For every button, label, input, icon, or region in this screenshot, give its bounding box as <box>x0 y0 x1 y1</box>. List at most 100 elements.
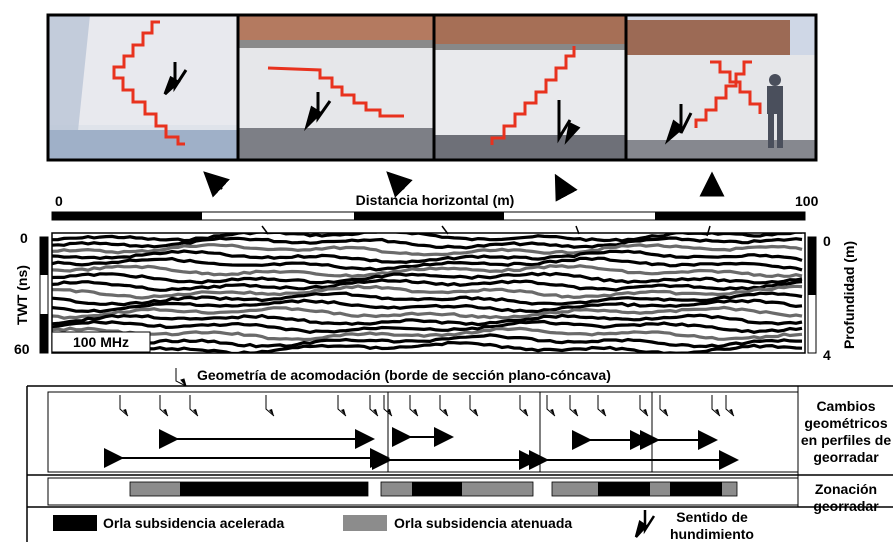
legend-accelerated-swatch <box>53 515 97 531</box>
radar-reflector <box>52 271 803 285</box>
geometry-change-icon-head <box>601 409 606 416</box>
crack-line-3 <box>490 46 576 145</box>
changes-label-line-4: georradar <box>813 449 879 465</box>
zonation-bars <box>129 481 738 497</box>
photo-1 <box>48 15 238 160</box>
legend-attenuated-swatch <box>343 515 387 531</box>
changes-label-line-1: Cambios <box>816 398 875 414</box>
legend-sense-line-1: Sentido de <box>676 509 748 525</box>
changes-label-line-2: geométricos <box>804 415 887 431</box>
geometry-change-icon <box>189 395 199 417</box>
geometry-change-icon-head <box>341 409 346 416</box>
geometry-change-icon <box>265 395 275 417</box>
geometry-change-icon-head <box>643 409 648 416</box>
geometry-change-icon <box>519 395 529 417</box>
geometry-change-icon-head <box>413 409 418 416</box>
distance-axis: Distancia horizontal (m) 0 100 <box>51 192 819 221</box>
geometry-change-icon-head <box>550 409 555 416</box>
geometry-change-icon-head <box>269 409 274 416</box>
geometry-change-icon-head <box>715 409 720 416</box>
downthrow-sense-icon <box>163 62 188 96</box>
geometry-change-icon <box>546 395 556 417</box>
geometry-change-icon <box>725 395 735 417</box>
geometry-symbol-icon <box>175 368 187 387</box>
zonation-label-line-2: georradar <box>813 498 879 514</box>
radar-reflector <box>52 256 803 272</box>
radar-reflector <box>52 326 803 342</box>
geometry-change-icon <box>659 395 669 417</box>
location-arrows <box>203 171 725 202</box>
photo-3 <box>434 15 626 160</box>
crack-line-1 <box>112 20 185 146</box>
geometry-change-icon <box>409 395 419 417</box>
distance-end-label: 100 <box>795 193 819 209</box>
geometry-change-icon-head <box>663 409 668 416</box>
legend: Orla subsidencia acelerada Orla subsiden… <box>53 509 754 542</box>
geometry-legend: Geometría de acomodación (borde de secci… <box>175 367 611 387</box>
radar-profile: 100 MHz 0 60 TWT (ns) 0 4 Profundidad (m… <box>14 225 857 363</box>
geometry-change-icon-head <box>123 409 128 416</box>
geometry-change-icon <box>569 395 579 417</box>
radar-reflector <box>52 340 803 353</box>
radar-reflector <box>52 249 803 265</box>
radar-reflector <box>52 243 803 257</box>
geometry-change-icon-head <box>523 409 528 416</box>
radar-reflector <box>52 236 803 250</box>
geometry-change-markers <box>119 395 735 417</box>
changes-label-line-3: en perfiles de <box>801 432 891 448</box>
crack-line-2 <box>267 66 404 118</box>
radar-reflector <box>52 278 803 292</box>
radar-reflector <box>52 313 803 327</box>
photo-strip <box>46 13 818 162</box>
photo-4 <box>626 15 816 160</box>
person <box>767 74 783 148</box>
distance-axis-title: Distancia horizontal (m) <box>356 192 515 208</box>
geometry-change-icon <box>159 395 169 417</box>
geometry-change-icon-head <box>729 409 734 416</box>
legend-attenuated-label: Orla subsidencia atenuada <box>394 515 572 531</box>
radar-reflector <box>52 264 803 279</box>
geometry-change-icon <box>119 395 129 417</box>
geometry-change-icon <box>469 395 479 417</box>
lower-table: Cambios geométricos en perfiles de georr… <box>26 385 893 542</box>
geometry-change-icon-head <box>443 409 448 416</box>
radar-reflector <box>52 291 803 307</box>
geometry-change-icon-head <box>163 409 168 416</box>
geometry-change-icon <box>439 395 449 417</box>
geometry-change-icon-head <box>573 409 578 416</box>
frequency-label: 100 MHz <box>73 334 129 350</box>
downthrow-sense-icon <box>304 92 332 132</box>
geometry-change-icon-head <box>373 409 378 416</box>
radar-reflector <box>52 333 802 349</box>
depth-top-label: 0 <box>823 233 831 249</box>
geometry-change-icon <box>639 395 649 417</box>
geometry-change-icon <box>383 395 393 417</box>
depth-bottom-label: 4 <box>823 347 831 363</box>
twt-bottom-label: 60 <box>14 341 30 357</box>
distance-start-label: 0 <box>55 193 63 209</box>
downthrow-sense-icon <box>664 104 693 145</box>
legend-accelerated-label: Orla subsidencia acelerada <box>103 515 285 531</box>
radar-reflector <box>52 305 803 320</box>
radar-reflector <box>52 319 803 335</box>
geometry-change-icon <box>337 395 347 417</box>
radar-reflector <box>52 233 802 243</box>
twt-axis-label: TWT (ns) <box>14 265 30 325</box>
depth-axis-label: Profundidad (m) <box>841 241 857 349</box>
twt-top-label: 0 <box>20 230 28 246</box>
geometry-change-icon <box>369 395 379 417</box>
radar-reflector <box>52 284 803 300</box>
range-arrows <box>104 427 739 470</box>
radar-reflector <box>52 298 803 314</box>
downthrow-sense-icon <box>557 100 581 145</box>
geometry-title: Geometría de acomodación (borde de secci… <box>197 367 611 383</box>
legend-sense-line-2: hundimiento <box>670 526 754 542</box>
zonation-label-line-1: Zonación <box>815 481 877 497</box>
geometry-change-icon-head <box>193 409 198 416</box>
sense-icon <box>634 510 656 538</box>
geometry-change-icon-head <box>473 409 478 416</box>
geometry-change-icon <box>597 395 607 417</box>
geometry-change-icon <box>711 395 721 417</box>
crack-line-4 <box>710 60 762 114</box>
